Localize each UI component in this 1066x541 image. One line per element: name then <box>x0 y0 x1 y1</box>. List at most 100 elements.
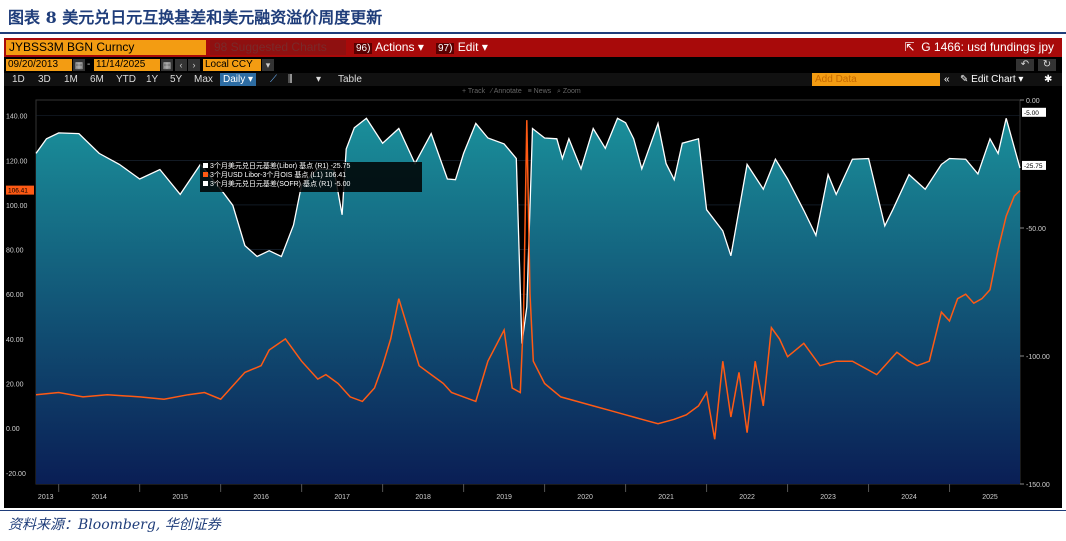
date-range-bar: 09/20/2013 ▦ - 11/14/2025 ▦ ‹ › Local CC… <box>4 58 1062 72</box>
bar-chart-icon[interactable]: ⫼ <box>288 74 293 85</box>
zoom-label: Zoom <box>562 88 581 95</box>
right-tick-label: -150.00 <box>1026 482 1050 489</box>
legend-swatch <box>203 163 208 168</box>
right-tick-label: -50.00 <box>1026 226 1046 233</box>
period-1d[interactable]: 1D <box>12 74 25 85</box>
x-tick-label: 2021 <box>658 494 674 501</box>
zoom-tool[interactable]: ⌕ Zoom <box>557 88 581 95</box>
next-arrow-icon[interactable]: › <box>188 59 200 71</box>
figure-caption: 图表 8 美元兑日元互换基差和美元融资溢价周度更新 <box>8 8 383 27</box>
track-tool[interactable]: + Track <box>462 88 486 95</box>
x-tick-label: 2016 <box>253 494 269 501</box>
last-value-left-bg <box>6 185 34 195</box>
period-1m[interactable]: 1M <box>64 74 78 85</box>
left-tick-label: 0.00 <box>6 426 20 433</box>
x-tick-label: 2025 <box>982 494 998 501</box>
undo-icon[interactable]: ↶ <box>1016 59 1034 71</box>
chevron-down-icon[interactable]: ▾ <box>262 59 274 71</box>
collapse-icon[interactable]: « <box>944 74 950 85</box>
news-label: News <box>533 88 552 95</box>
legend-entry: 3个月USD Libor-3个月OIS 基点 (L1) 106.41 <box>210 170 346 179</box>
chart-tools: + Track ⁄ Annotate ≡ News ⌕ Zoom <box>462 87 581 97</box>
edit-menu-label: Edit <box>457 40 479 54</box>
last-value-right: -5.00 <box>1024 110 1039 117</box>
annotate-tool[interactable]: ⁄ Annotate <box>491 88 522 95</box>
left-tick-label: 80.00 <box>6 248 24 255</box>
track-label: Track <box>467 88 486 95</box>
left-tick-label: 60.00 <box>6 292 24 299</box>
period-max[interactable]: Max <box>194 74 213 85</box>
frequency-label: Daily <box>223 74 246 85</box>
last-value-right-bg <box>1022 107 1046 117</box>
edit-chart-button[interactable]: ✎ Edit Chart ▾ <box>960 74 1024 85</box>
period-3d[interactable]: 3D <box>38 74 51 85</box>
period-1y[interactable]: 1Y <box>146 74 159 85</box>
prev-arrow-icon[interactable]: ‹ <box>175 59 187 71</box>
x-tick-label: 2017 <box>334 494 350 501</box>
chart-title-text: G 1466: usd fundings jpy <box>921 40 1054 54</box>
x-axis: 2013 2014 2015 2016 2017 2018 2019 2020 2021 2022… <box>38 484 998 501</box>
calendar-icon[interactable]: ▦ <box>161 59 173 71</box>
chart-plot[interactable]: 140.00 120.00 100.00 80.00 60.00 40.00 20.00 0.… <box>4 98 1062 508</box>
x-tick-label: 2014 <box>91 494 107 501</box>
chevron-down-icon[interactable]: ▾ <box>316 74 322 85</box>
bloomberg-terminal: JYBSS3M BGN Curncy 98 Suggested Charts 9… <box>4 38 1062 508</box>
line-chart-icon[interactable]: ⟋ <box>270 74 277 85</box>
x-tick-label: 2015 <box>172 494 188 501</box>
basis-series-line <box>35 117 1021 344</box>
left-tick-label: 20.00 <box>6 382 24 389</box>
suggested-charts-button[interactable]: 98 Suggested Charts <box>210 40 346 55</box>
x-tick-label: 2013 <box>38 494 54 501</box>
ticker-input[interactable]: JYBSS3M BGN Curncy <box>6 40 206 55</box>
add-data-input[interactable]: Add Data <box>812 73 940 86</box>
caption-divider <box>0 32 1066 34</box>
period-5y[interactable]: 5Y <box>170 74 183 85</box>
last-value-labels: 106.41 -5.00 -25.75 <box>6 107 1046 195</box>
left-tick-label: 40.00 <box>6 337 24 344</box>
legend-entry: 3个月美元兑日元基差(Libor) 基点 (R1) -25.75 <box>210 161 351 170</box>
left-tick-label: 100.00 <box>6 203 28 210</box>
x-tick-label: 2022 <box>739 494 755 501</box>
legend-swatch <box>203 181 208 186</box>
x-tick-label: 2020 <box>577 494 593 501</box>
command-bar: JYBSS3M BGN Curncy 98 Suggested Charts 9… <box>4 38 1062 57</box>
right-axis: 0.00 -50.00 -100.00 -150.00 <box>1020 98 1050 489</box>
left-tick-label: -20.00 <box>6 471 26 478</box>
period-ytd[interactable]: YTD <box>116 74 136 85</box>
basis-area-fill <box>36 118 1020 485</box>
chevron-down-icon: ▾ <box>481 40 488 54</box>
edit-chart-label: Edit Chart <box>971 74 1016 85</box>
actions-menu-number: 96) <box>354 43 373 54</box>
frequency-select[interactable]: Daily ▾ <box>220 73 257 86</box>
legend-swatch <box>203 172 208 177</box>
right-tick-label: 0.00 <box>1026 98 1040 105</box>
end-date-input[interactable]: 11/14/2025 <box>94 59 160 71</box>
gear-icon[interactable]: ✱ <box>1044 74 1053 85</box>
external-link-icon[interactable]: ⇱ <box>904 40 915 54</box>
period-6m[interactable]: 6M <box>90 74 104 85</box>
calendar-icon[interactable]: ▦ <box>73 59 85 71</box>
libor-ois-series-line <box>35 120 1021 440</box>
legend-background <box>200 162 422 192</box>
left-tick-label: 120.00 <box>6 158 28 165</box>
actions-menu[interactable]: 96) Actions ▾ <box>354 40 424 55</box>
x-tick-label: 2023 <box>820 494 836 501</box>
news-tool[interactable]: ≡ News <box>527 88 552 95</box>
edit-menu[interactable]: 97) Edit ▾ <box>436 40 488 55</box>
edit-menu-number: 97) <box>436 43 455 54</box>
chart-title: ⇱ G 1466: usd fundings jpy <box>905 40 1055 55</box>
x-tick-label: 2024 <box>901 494 917 501</box>
last-value-right-bg <box>1022 160 1046 170</box>
pencil-icon: ✎ <box>960 74 969 85</box>
left-axis: 140.00 120.00 100.00 80.00 60.00 40.00 20.00 0.… <box>6 114 28 478</box>
refresh-icon[interactable]: ↻ <box>1038 59 1056 71</box>
actions-menu-label: Actions <box>375 40 415 54</box>
annotate-label: Annotate <box>493 88 522 95</box>
currency-select[interactable]: Local CCY <box>203 59 261 71</box>
source-divider <box>0 510 1066 511</box>
table-button[interactable]: Table <box>338 74 362 85</box>
source-note: 资料来源：Bloomberg, 华创证券 <box>8 517 221 533</box>
start-date-input[interactable]: 09/20/2013 <box>6 59 72 71</box>
